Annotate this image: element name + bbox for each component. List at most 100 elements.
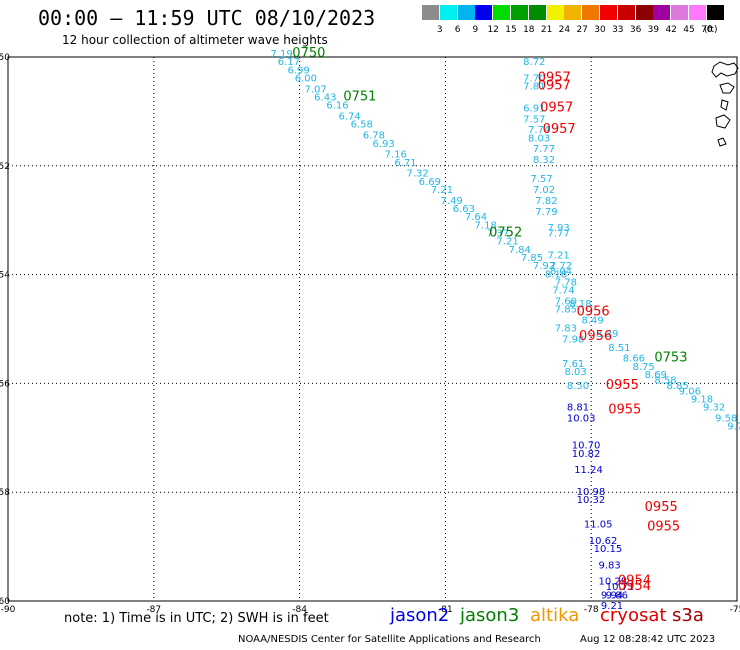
legend-swatch <box>528 5 546 20</box>
legend-label: 12 <box>487 25 499 35</box>
satellite-legend-jason3: jason3 <box>460 605 520 626</box>
pass-time-label: 0752 <box>489 226 522 241</box>
swh-value-jason3: 8.49 <box>581 316 603 327</box>
swh-value-jason2: 10.98 <box>577 487 606 498</box>
legend-swatch <box>653 5 671 20</box>
swh-value-jason2: 9.21 <box>601 601 623 612</box>
swh-value-cryosat: 7.70 <box>523 73 545 84</box>
swh-value-jason2: 10.28 <box>598 577 627 588</box>
lat-tick-label: -54 <box>0 271 10 281</box>
coastline <box>711 61 739 147</box>
pass-time-label: 0753 <box>654 351 687 366</box>
swh-value-jason3: 6.71 <box>394 158 416 169</box>
swh-value-jason3: 7.64 <box>465 212 487 223</box>
swh-value-cryosat: 8.72 <box>523 57 545 68</box>
lat-tick-label: -52 <box>0 162 10 172</box>
swh-value-cryosat: 7.81 <box>523 82 545 93</box>
swh-value-cryosat: 7.77 <box>547 229 569 240</box>
swh-value-jason3: 6.78 <box>363 131 385 142</box>
lat-tick-label: -56 <box>0 379 10 389</box>
pass-time-label: 0956 <box>579 329 612 344</box>
lon-tick-label: -75 <box>730 605 740 615</box>
swh-value-jason2: 10.70 <box>572 441 601 452</box>
swh-value-jason3: 9.76 <box>727 422 740 433</box>
legend-swatch <box>564 5 582 20</box>
swh-value-jason3: 8.18 <box>545 269 567 280</box>
legend-label: 24 <box>558 25 571 35</box>
swh-value-jason3: 6.93 <box>373 139 395 150</box>
legend-label: 15 <box>505 25 517 35</box>
swh-value-jason3: 6.43 <box>314 93 336 104</box>
credit-line: NOAA/NESDIS Center for Satellite Applica… <box>238 634 541 645</box>
swh-value-jason3: 9.18 <box>691 394 713 405</box>
swh-value-cryosat: 7.83 <box>555 324 577 335</box>
swh-value-jason3: 7.19 <box>270 49 292 60</box>
swh-value-jason3: 9.32 <box>703 403 725 414</box>
satellite-legend-altika: altika <box>530 605 580 626</box>
legend-label: 27 <box>576 25 588 35</box>
swh-value-jason2: 10.03 <box>567 413 596 424</box>
lon-tick-label: -87 <box>146 605 161 615</box>
swh-value-cryosat: 6.91 <box>523 103 545 114</box>
swh-value-jason3: 8.66 <box>623 354 645 365</box>
swh-value-cryosat: 7.98 <box>562 335 584 346</box>
swh-value-cryosat: 8.03 <box>528 133 550 144</box>
legend-label: 18 <box>523 25 535 35</box>
swh-value-jason3: 6.69 <box>419 177 441 188</box>
swh-value-cryosat: 7.74 <box>552 286 574 297</box>
swh-value-cryosat: 7.02 <box>533 185 555 196</box>
legend-swatch <box>582 5 600 20</box>
legend-swatch <box>600 5 617 20</box>
swh-value-jason3: 6.00 <box>295 73 317 84</box>
lat-tick-label: -58 <box>0 488 10 498</box>
swh-value-cryosat: 7.93 <box>547 223 569 234</box>
swh-value-jason3: 9.06 <box>679 386 701 397</box>
swh-value-jason3: 7.07 <box>304 84 326 95</box>
pass-time-label: 0750 <box>292 46 325 61</box>
legend-label: 70 <box>701 25 713 35</box>
swh-value-jason3: 6.63 <box>453 204 475 215</box>
pass-time-label: 0954 <box>618 574 651 589</box>
swh-value-jason3: 6.74 <box>338 112 360 123</box>
swh-value-cryosat: 7.77 <box>533 144 555 155</box>
legend-swatch <box>457 5 475 20</box>
swh-value-jason3: 7.21 <box>496 237 518 248</box>
swh-value-jason3: 7.16 <box>385 150 407 161</box>
legend-label: 3 <box>436 25 443 35</box>
legend-label: 21 <box>540 25 553 35</box>
swh-value-jason3: 8.18 <box>569 299 591 310</box>
swh-value-jason2: 10.62 <box>589 536 618 547</box>
swh-value-jason2: 10.15 <box>594 544 623 555</box>
lon-tick-label: -90 <box>1 605 16 615</box>
lat-tick-label: -50 <box>0 53 10 63</box>
pass-time-label: 0955 <box>608 402 641 417</box>
swh-value-jason3: 8.39 <box>596 329 618 340</box>
page-title: 00:00 — 11:59 UTC 08/10/2023 <box>38 6 376 30</box>
legend-swatch <box>422 5 439 20</box>
legend-label: 30 <box>594 25 606 35</box>
swh-value-jason2: 9.86 <box>606 590 628 601</box>
legend-swatch <box>689 5 706 20</box>
swh-value-jason3: 6.16 <box>326 101 348 112</box>
pass-time-label: 0957 <box>543 122 576 137</box>
legend-swatch <box>635 5 653 20</box>
satellite-legend-jason2: jason2 <box>390 605 450 626</box>
swh-value-jason3: 8.75 <box>633 362 655 373</box>
swh-value-cryosat: 7.21 <box>547 250 569 261</box>
legend-swatch <box>493 5 511 20</box>
swh-value-cryosat: 8.50 <box>567 381 589 392</box>
swh-value-jason3: 7.84 <box>509 245 531 256</box>
legend-label: 39 <box>647 25 660 35</box>
swh-value-jason2: 9.83 <box>598 560 620 571</box>
pass-time-label: 0751 <box>343 90 376 105</box>
swh-value-jason3: 8.58 <box>654 375 676 386</box>
lat-tick-label: -60 <box>0 597 10 607</box>
swh-value-cryosat: 7.57 <box>530 174 552 185</box>
legend-swatch <box>546 5 564 20</box>
swh-value-cryosat: 7.72 <box>550 261 572 272</box>
swh-value-jason2: 10.71 <box>606 582 635 593</box>
swh-value-jason2: 11.05 <box>584 520 613 531</box>
lon-tick-label: -84 <box>292 605 307 615</box>
swh-value-jason3: 8.69 <box>645 370 667 381</box>
